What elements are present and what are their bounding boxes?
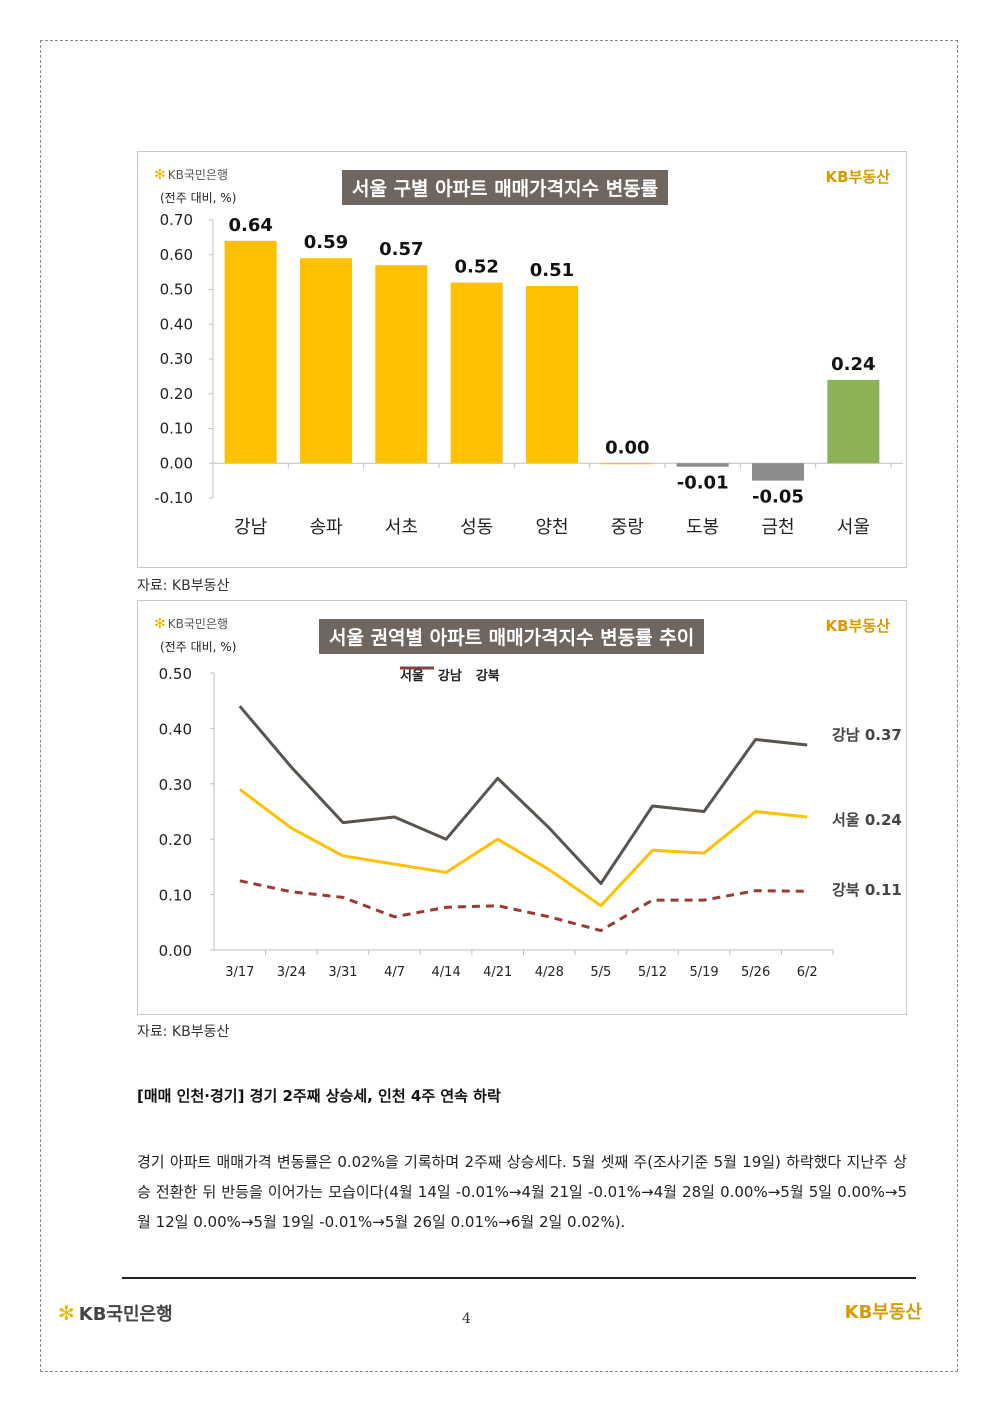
kb-bank-logo: ✻ KB국민은행	[154, 615, 228, 632]
district-bar-chart: -0.10 0.00 0.10 0.20 0.30 0.40 0.50 0.60 0.70 0.6…	[137, 151, 907, 568]
x-category-label: 도봉	[686, 517, 719, 538]
series-line-서울	[238, 788, 808, 908]
chart2-source: 자료: KB부동산	[137, 1024, 230, 1040]
chart2-title: 서울 권역별 아파트 매매가격지수 변동률 추이	[319, 619, 705, 654]
bar	[827, 379, 880, 464]
line-chart-canvas: 0.00 0.10 0.20 0.30 0.40 0.50 3/17 3/24 3/31 4/7 4…	[159, 665, 902, 980]
y-tick-label: 0.30	[159, 776, 192, 794]
x-tick-label: 3/24	[277, 965, 306, 980]
series-end-label: 강북 0.11	[832, 881, 902, 899]
y-tick-label: 0.00	[159, 942, 192, 960]
x-category-label: 성동	[460, 517, 493, 538]
bar-value-label: 0.00	[605, 437, 649, 458]
footer-divider	[122, 1277, 916, 1279]
y-tick-label: 0.50	[159, 665, 192, 683]
y-tick-label: -0.10	[154, 489, 193, 507]
bank-logo-text: KB국민은행	[167, 617, 228, 631]
bar-value-label: -0.01	[677, 473, 729, 494]
chart1-title: 서울 구별 아파트 매매가격지수 변동률	[342, 170, 669, 205]
x-tick-label: 5/19	[689, 965, 718, 980]
legend-label-gangbuk: 강북	[475, 669, 500, 684]
x-tick-label: 5/12	[638, 965, 667, 980]
chart2-legend: 서울 강남 강북	[400, 665, 500, 684]
x-tick-label: 3/17	[225, 965, 254, 980]
y-tick-label: 0.50	[160, 281, 193, 299]
chart2-unit: (전주 대비, %)	[160, 640, 237, 654]
bar-value-label: 0.51	[530, 260, 574, 281]
bar	[300, 258, 352, 464]
y-tick-label: 0.10	[160, 420, 193, 438]
bar-value-label: -0.05	[752, 487, 804, 508]
footer-bank-logo: ✻ KB국민은행	[58, 1300, 173, 1326]
bar-value-label: 0.64	[228, 215, 272, 236]
x-tick-label: 4/14	[432, 965, 461, 980]
section-heading: [매매 인천·경기] 경기 2주째 상승세, 인천 4주 연속 하락	[137, 1087, 501, 1105]
y-tick-label: 0.40	[159, 720, 192, 738]
x-tick-label: 4/21	[483, 965, 512, 980]
y-tick-label: 0.30	[160, 350, 193, 368]
bar	[601, 463, 654, 465]
chart1-source: 자료: KB부동산	[137, 578, 230, 594]
page-border	[40, 40, 958, 1372]
kb-star-icon: ✻	[154, 166, 166, 183]
series-line-강남	[238, 705, 808, 885]
x-tick-label: 3/31	[328, 965, 357, 980]
bar	[224, 240, 277, 464]
x-tick-label: 5/26	[741, 965, 770, 980]
bar-value-label: 0.52	[454, 257, 498, 278]
footer-bank-logo-text: KB국민은행	[78, 1304, 173, 1325]
y-tick-label: 0.10	[159, 887, 192, 905]
x-tick-label: 5/5	[590, 965, 611, 980]
bar-value-label: 0.24	[831, 354, 875, 375]
y-tick-label: 0.20	[159, 831, 192, 849]
bar-chart-canvas: -0.10 0.00 0.10 0.20 0.30 0.40 0.50 0.60 0.70 0.6…	[154, 211, 903, 538]
series-end-label: 강남 0.37	[832, 726, 902, 744]
region-line-chart: 0.00 0.10 0.20 0.30 0.40 0.50 3/17 3/24 3/31 4/7 4…	[137, 600, 907, 1015]
y-tick-label: 0.20	[160, 385, 193, 403]
y-tick-label: 0.70	[160, 211, 193, 229]
x-category-label: 서초	[385, 517, 418, 538]
article-paragraph: 경기 아파트 매매가격 변동률은 0.02%을 기록하며 2주째 상승세다. 5…	[137, 1153, 907, 1231]
legend-item-gangnam: 강남	[400, 665, 462, 684]
kb-bank-logo: ✻ KB국민은행	[154, 166, 228, 183]
x-category-label: 서울	[837, 517, 870, 538]
x-category-label: 중랑	[611, 517, 644, 538]
x-category-label: 강남	[234, 517, 267, 538]
kb-star-icon: ✻	[58, 1301, 75, 1325]
page-number: 4	[462, 1311, 471, 1327]
bar	[375, 265, 428, 464]
bar-value-label: 0.59	[304, 232, 348, 253]
series-line-강북	[239, 879, 808, 933]
bar	[450, 282, 503, 464]
footer-brand-logo: KB부동산	[844, 1302, 922, 1323]
legend-label-seoul: 서울	[400, 669, 424, 684]
kb-star-icon: ✻	[154, 615, 166, 632]
kb-realestate-logo: KB부동산	[825, 168, 890, 186]
y-tick-label: 0.60	[160, 246, 193, 264]
legend-line-gangbuk	[400, 666, 434, 670]
kb-realestate-logo: KB부동산	[825, 617, 890, 635]
x-tick-label: 6/2	[797, 965, 818, 980]
chart1-unit: (전주 대비, %)	[160, 191, 237, 205]
bar	[676, 463, 729, 467]
x-category-label: 금천	[761, 517, 794, 538]
bank-logo-text: KB국민은행	[167, 168, 228, 182]
legend-item-gangbuk: 강북	[400, 665, 500, 684]
bar	[526, 286, 578, 464]
bar-value-label: 0.57	[379, 239, 423, 260]
x-tick-label: 4/7	[384, 965, 405, 980]
y-tick-label: 0.00	[160, 454, 193, 472]
y-tick-label: 0.40	[160, 315, 193, 333]
legend-label-gangnam: 강남	[437, 669, 462, 684]
bar	[752, 463, 804, 481]
x-category-label: 송파	[309, 517, 343, 538]
x-tick-label: 4/28	[535, 965, 564, 980]
x-category-label: 양천	[535, 517, 568, 538]
series-end-label: 서울 0.24	[832, 811, 902, 829]
